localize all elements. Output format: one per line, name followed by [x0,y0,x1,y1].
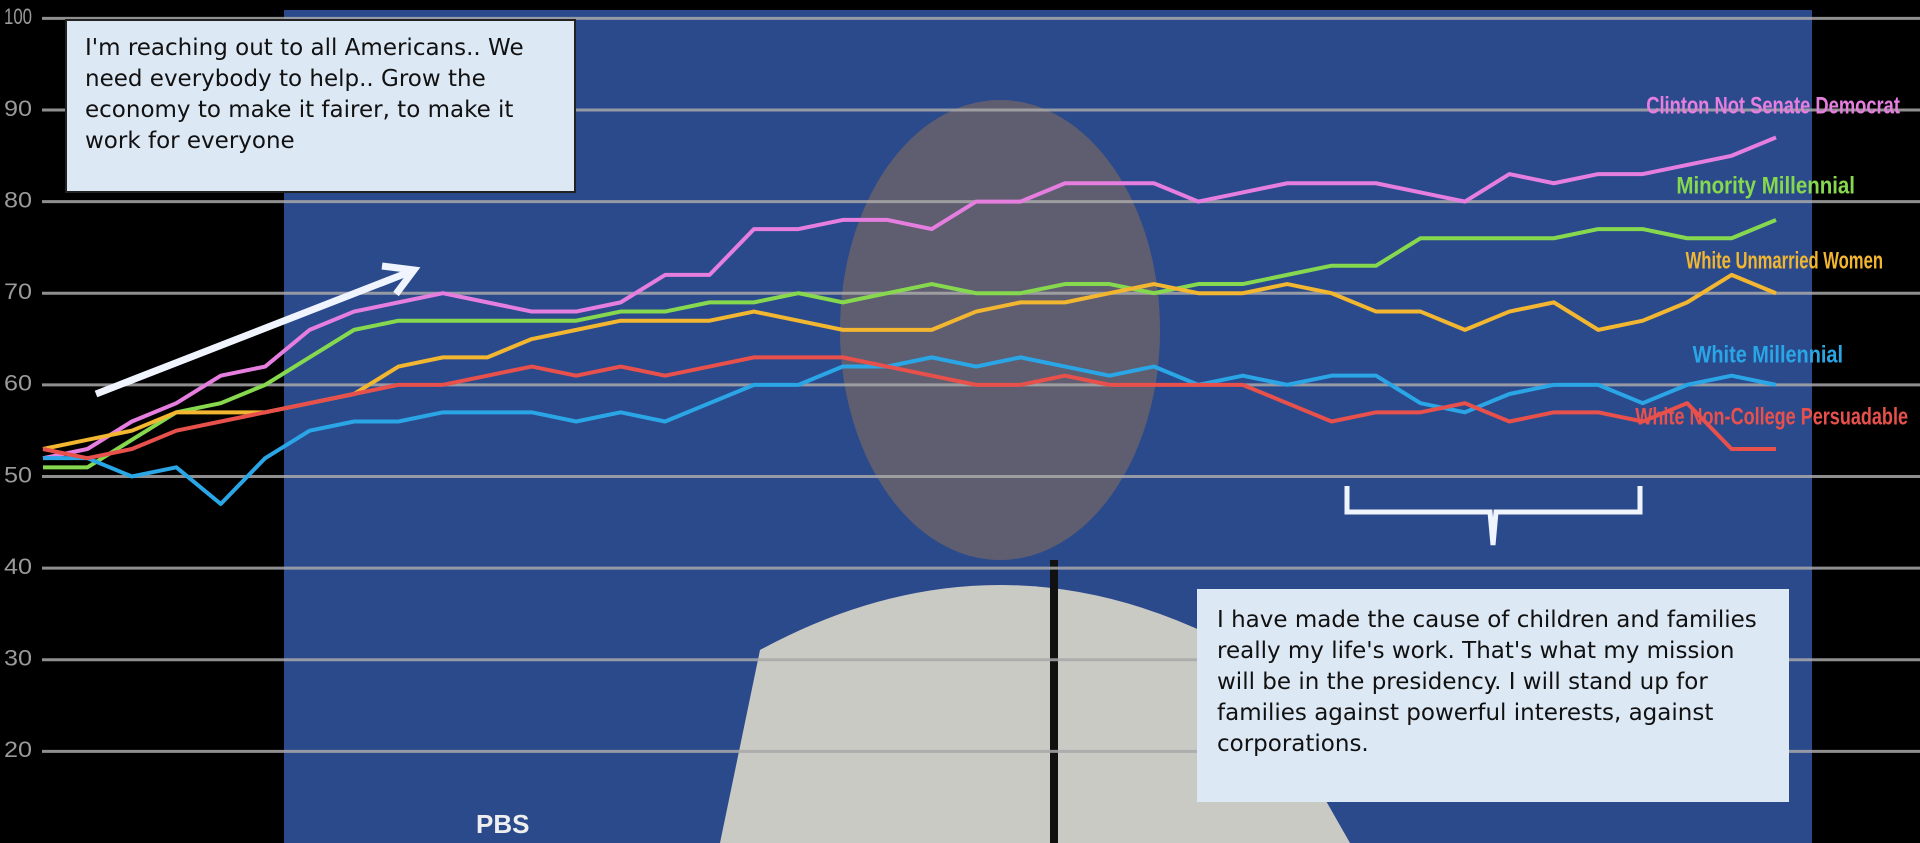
series-line [43,218,1777,470]
annotation: I have made the cause of children and fa… [1197,589,1789,802]
y-tick-label: 30 [4,646,32,671]
y-tick-label: 80 [4,187,32,212]
speaker [840,100,1160,560]
y-tick-label: 20 [4,737,32,762]
watermark: PBS [476,809,529,839]
y-tick-label: 70 [4,279,32,304]
legend-label: Clinton Not Senate Democrat [1646,92,1900,119]
y-tick-label: 40 [4,554,32,579]
annotation: I'm reaching out to all Americans.. We n… [65,19,576,193]
y-tick-label: 50 [4,462,32,487]
y-tick-label: 100 [4,4,32,29]
legend-label: White Non-College Persuadable [1635,403,1908,430]
series-line [42,135,1777,461]
series-line [43,355,1777,506]
legend-label: Minority Millennial [1676,172,1855,199]
arrow-shaft [94,267,414,398]
arrow-head [381,262,421,297]
speaker-jacket [720,585,1350,843]
series-line [42,355,1776,461]
y-tick-label: 90 [4,96,32,121]
legend-label: White Unmarried Women [1686,247,1883,274]
y-tick-label: 60 [4,371,32,396]
microphone [1050,560,1058,843]
legend-label: White Millennial [1693,341,1843,368]
bracket [1344,486,1643,546]
